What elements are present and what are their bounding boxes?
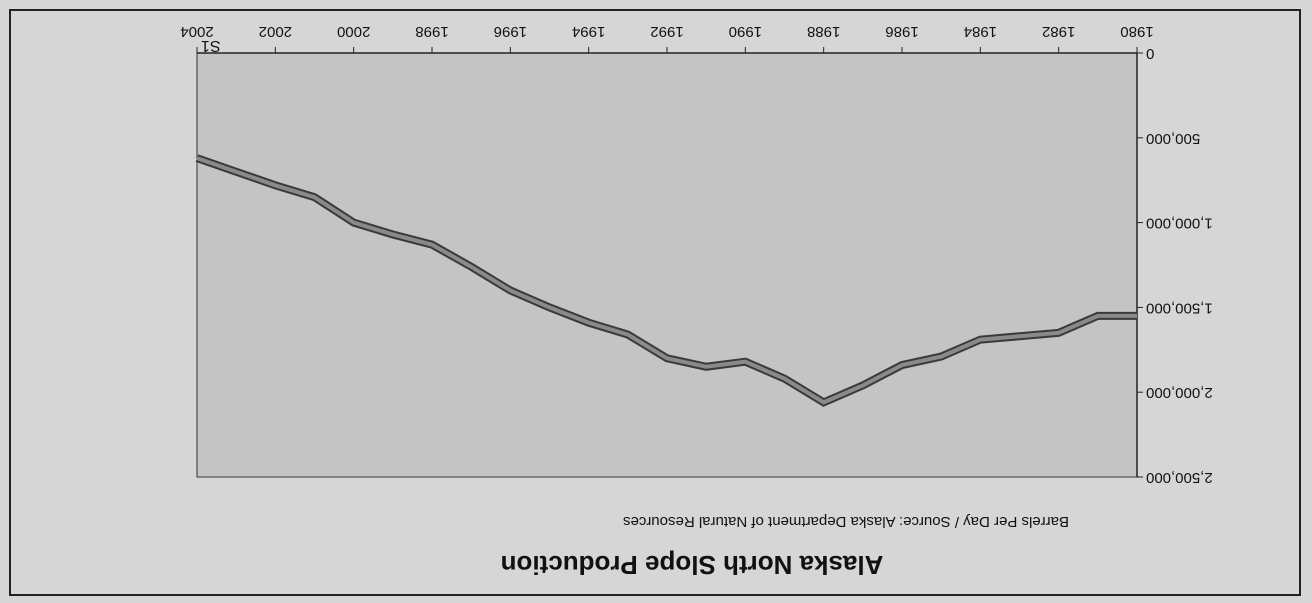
x-tick-label: 1986 (885, 23, 918, 40)
x-tick-label: 1998 (415, 23, 448, 40)
x-tick-label: 1980 (1120, 23, 1153, 40)
x-tick-label: 2002 (259, 23, 292, 40)
plot-area (197, 53, 1137, 477)
y-tick-label: 2,500,000 (1146, 469, 1213, 486)
x-tick-label: 1996 (494, 23, 527, 40)
y-tick-label: 2,000,000 (1146, 384, 1213, 401)
x-tick-label: 1984 (964, 23, 997, 40)
y-tick-label: 1,500,000 (1146, 299, 1213, 316)
y-tick-label: 500,000 (1146, 130, 1200, 147)
x-tick-label: 1982 (1042, 23, 1075, 40)
x-tick-label: 2000 (337, 23, 370, 40)
x-tick-label: 1992 (650, 23, 683, 40)
chart-title: Alaska North Slope Production (501, 550, 884, 580)
x-tick-label: 1990 (729, 23, 762, 40)
legend-label: S1 (201, 37, 221, 54)
y-tick-label: 0 (1146, 45, 1154, 62)
chart: Alaska North Slope Production Barrels Pe… (0, 0, 1312, 603)
x-tick-label: 1994 (572, 23, 605, 40)
y-tick-label: 1,000,000 (1146, 215, 1213, 232)
x-tick-label: 1988 (807, 23, 840, 40)
chart-subtitle: Barrels Per Day / Source: Alaska Departm… (623, 513, 1069, 530)
